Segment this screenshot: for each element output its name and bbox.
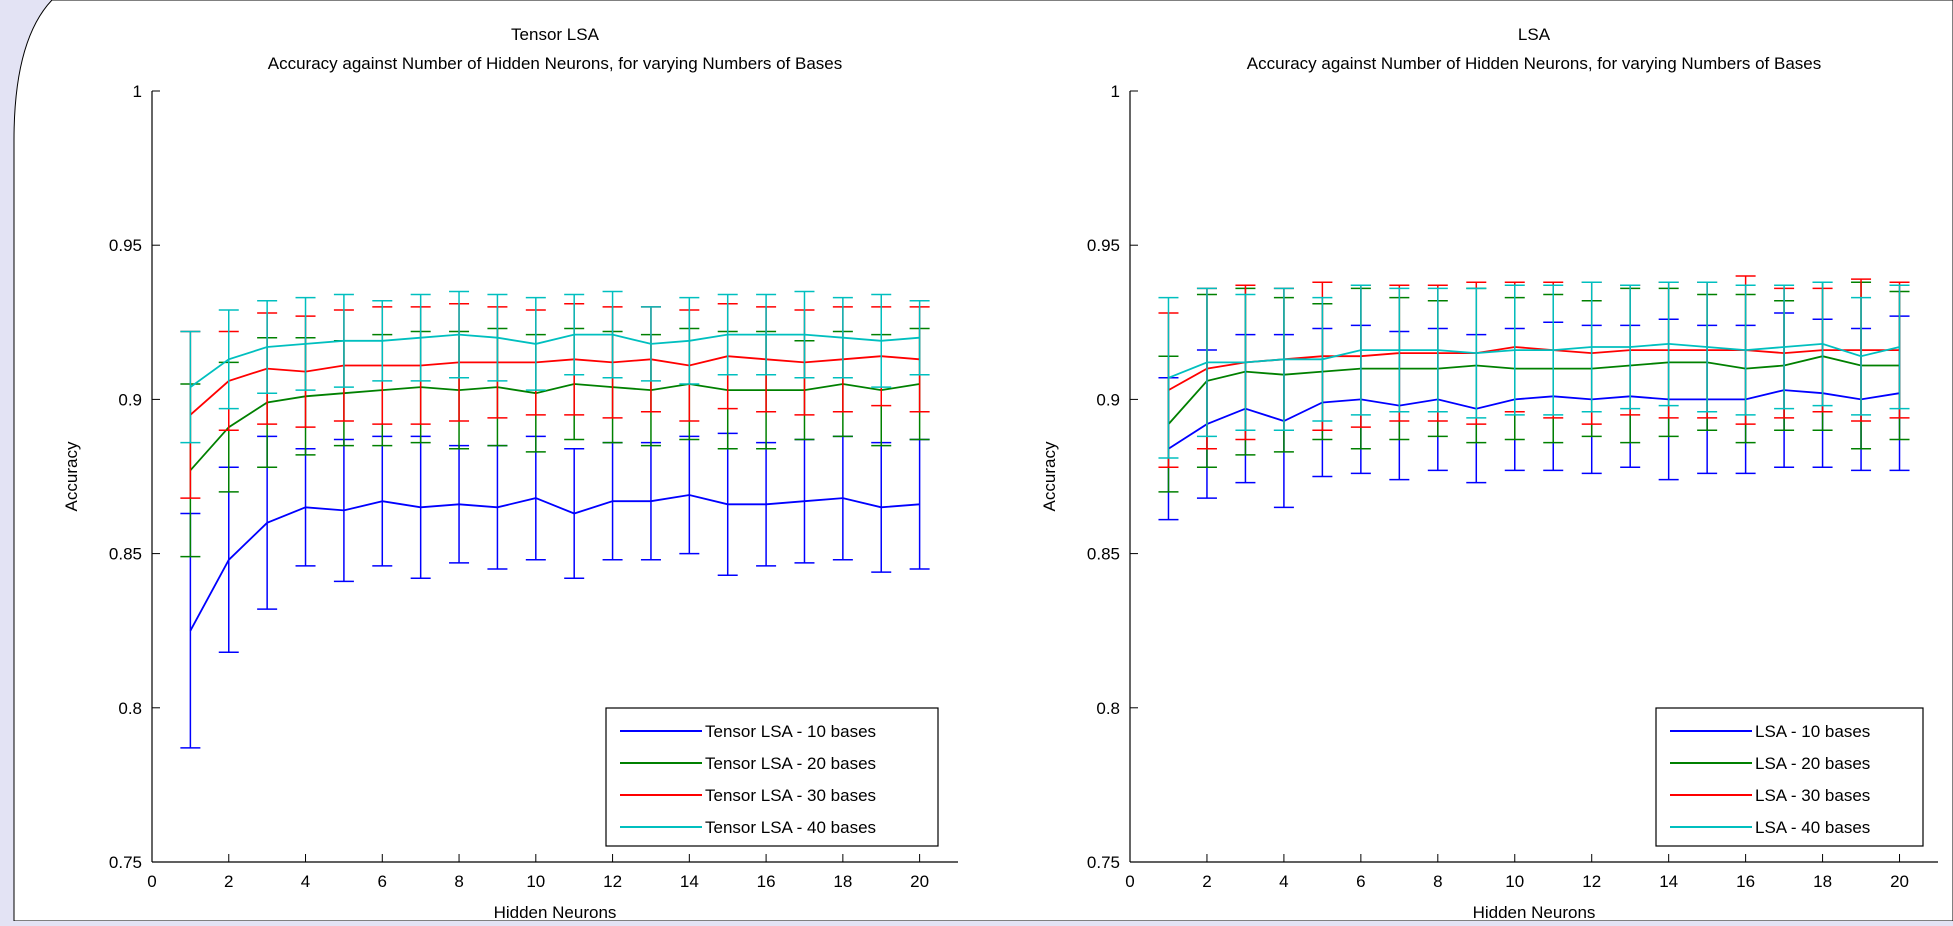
legend: Tensor LSA - 10 bases Tensor LSA - 20 bas… — [605, 707, 939, 847]
x-tick-label: 14 — [680, 872, 699, 891]
y-tick-label: 0.95 — [109, 236, 142, 255]
x-tick-label: 4 — [301, 872, 310, 891]
x-tick-label: 14 — [1659, 872, 1678, 891]
x-tick-label: 8 — [1433, 872, 1442, 891]
y-tick-label: 0.75 — [109, 853, 142, 872]
chart-2: LSA Accuracy against Number of Hidden Neu… — [1040, 25, 1938, 922]
x-tick-label: 12 — [1582, 872, 1601, 891]
legend-label: LSA - 20 bases — [1755, 754, 1870, 773]
chart-subtitle: Accuracy against Number of Hidden Neuron… — [268, 54, 842, 73]
x-tick-label: 16 — [757, 872, 776, 891]
charts-root: Tensor LSA Accuracy against Number of Hid… — [62, 25, 1938, 922]
x-tick-label: 20 — [910, 872, 929, 891]
legend-label: Tensor LSA - 40 bases — [705, 818, 876, 837]
x-axis-label: Hidden Neurons — [494, 903, 617, 921]
y-tick-label: 0.9 — [1096, 390, 1120, 409]
y-tick-label: 1 — [133, 82, 142, 101]
chart-subtitle: Accuracy against Number of Hidden Neuron… — [1247, 54, 1821, 73]
chart-title: Tensor LSA — [511, 25, 600, 44]
figure-panel — [13, 0, 1953, 922]
series-4 — [1158, 281, 1910, 459]
series-line — [189, 383, 920, 471]
x-axis-label: Hidden Neurons — [1473, 903, 1596, 921]
x-tick-label: 8 — [454, 872, 463, 891]
y-tick-label: 0.95 — [1087, 236, 1120, 255]
y-tick-label: 0.85 — [1087, 545, 1120, 564]
series-line — [1167, 355, 1900, 425]
y-tick-label: 0.8 — [1096, 699, 1120, 718]
series-line — [1168, 342, 1900, 379]
y-tick-label: 0.8 — [118, 699, 142, 718]
x-tick-label: 12 — [603, 872, 622, 891]
x-tick-label: 2 — [1202, 872, 1211, 891]
y-tick-label: 0.9 — [118, 390, 142, 409]
series-line — [189, 333, 920, 388]
y-axis-label: Accuracy — [62, 441, 81, 511]
x-tick-label: 10 — [526, 872, 545, 891]
x-tick-label: 16 — [1736, 872, 1755, 891]
legend: LSA - 10 bases LSA - 20 bases LSA - 30 bas… — [1655, 707, 1924, 847]
x-tick-label: 18 — [1813, 872, 1832, 891]
series-4 — [180, 290, 930, 444]
chart-title: LSA — [1518, 25, 1551, 44]
x-tick-label: 6 — [378, 872, 387, 891]
series-line — [189, 494, 920, 632]
x-tick-label: 18 — [833, 872, 852, 891]
y-tick-label: 0.85 — [109, 545, 142, 564]
legend-label: Tensor LSA - 20 bases — [705, 754, 876, 773]
x-tick-label: 10 — [1505, 872, 1524, 891]
x-tick-label: 4 — [1279, 872, 1288, 891]
x-tick-label: 2 — [224, 872, 233, 891]
x-tick-label: 0 — [147, 872, 156, 891]
x-tick-label: 20 — [1890, 872, 1909, 891]
x-tick-label: 6 — [1356, 872, 1365, 891]
legend-label: LSA - 30 bases — [1755, 786, 1870, 805]
y-tick-label: 0.75 — [1087, 853, 1120, 872]
legend-label: Tensor LSA - 10 bases — [705, 722, 876, 741]
series-line — [189, 355, 920, 416]
chart-1: Tensor LSA Accuracy against Number of Hid… — [62, 25, 958, 922]
legend-label: Tensor LSA - 30 bases — [705, 786, 876, 805]
legend-label: LSA - 40 bases — [1755, 818, 1870, 837]
legend-label: LSA - 10 bases — [1755, 722, 1870, 741]
y-tick-label: 1 — [1111, 82, 1120, 101]
y-axis-label: Accuracy — [1040, 441, 1059, 511]
series-line — [1168, 389, 1900, 450]
x-tick-label: 0 — [1125, 872, 1134, 891]
